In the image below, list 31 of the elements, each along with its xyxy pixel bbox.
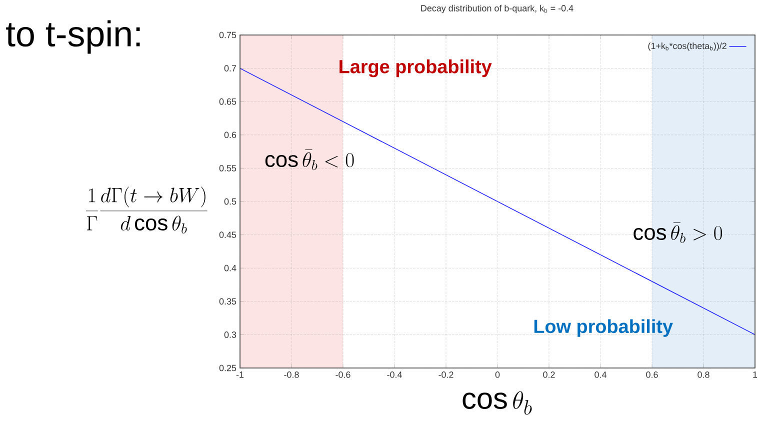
x-tick-label: 0 <box>495 372 500 378</box>
y-tick-label: 0.35 <box>219 298 236 305</box>
y-tick-label: 0.55 <box>219 165 236 172</box>
x-tick-label: 0.8 <box>698 372 710 378</box>
y-tick-label: 0.7 <box>224 65 236 72</box>
y-tick-label: 0.45 <box>219 232 236 238</box>
x-tick-label: 0.4 <box>594 372 606 378</box>
x-tick-label: 0.2 <box>543 372 555 378</box>
text: to t-spin: <box>6 20 140 54</box>
legend-label: (1+k$_{b}$*cos(theta$_{b}$))/2 <box>648 42 726 51</box>
y-tick-label: 0.4 <box>224 264 236 272</box>
band-label: $\cos\bar\theta_b < 0$ <box>265 149 354 170</box>
y-tick-label: 0.3 <box>224 332 236 338</box>
x-tick-label: -1 <box>236 372 244 378</box>
y-tick-label: 0.5 <box>224 198 236 205</box>
annotation: Large probability <box>340 59 492 78</box>
x-tick-label: -0.8 <box>284 372 299 378</box>
y-tick-label: 0.65 <box>219 98 236 105</box>
band-label: $\cos\bar\theta_b > 0$ <box>634 222 722 243</box>
x-tick-label: -0.6 <box>336 372 350 378</box>
annotation: Low probability <box>534 319 673 337</box>
y-axis-title: $\frac{1}{\Gamma}\frac{d\Gamma(t\to bW)}{d\cos\theta_b}$ <box>86 186 208 234</box>
x-tick-label: 1 <box>753 372 758 378</box>
x-tick-label: -0.2 <box>438 372 454 378</box>
chart-title: Decay distribution of b-quark, k$_{b}$ = -0.4 <box>421 4 574 14</box>
y-tick-label: 0.75 <box>219 32 236 38</box>
y-tick-label: 0.25 <box>219 364 236 372</box>
y-tick-label: 0.6 <box>224 132 236 138</box>
x-tick-label: 0.6 <box>646 372 658 378</box>
x-axis-title: $\cos\theta_b$ <box>462 391 532 415</box>
x-tick-label: -0.4 <box>387 372 402 378</box>
